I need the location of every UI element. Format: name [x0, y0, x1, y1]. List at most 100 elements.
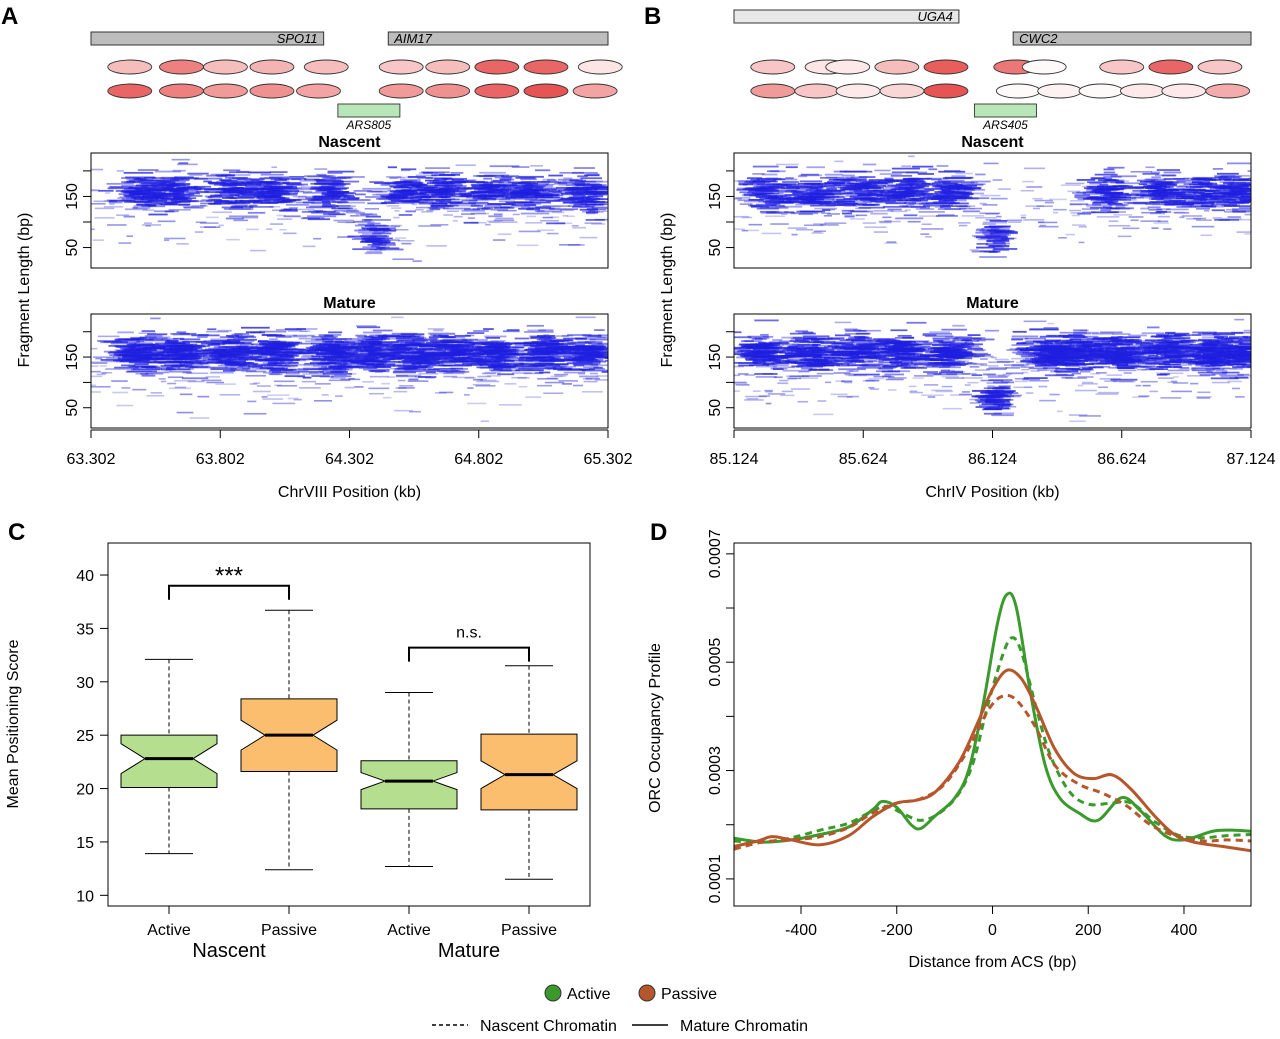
read — [415, 174, 438, 177]
read — [746, 397, 759, 400]
read — [461, 213, 475, 216]
read — [323, 334, 334, 337]
read — [241, 370, 258, 373]
read — [472, 175, 497, 177]
read — [495, 357, 506, 360]
read — [279, 209, 298, 212]
read — [442, 353, 454, 356]
read — [461, 199, 478, 202]
read — [912, 201, 934, 204]
read — [570, 193, 590, 195]
read — [1174, 212, 1190, 214]
read — [846, 396, 853, 398]
read — [1239, 197, 1251, 200]
read — [895, 183, 914, 186]
read — [235, 340, 255, 343]
read — [342, 210, 362, 213]
read — [214, 355, 224, 357]
read — [129, 187, 150, 189]
read — [599, 347, 608, 349]
read — [797, 175, 808, 178]
read — [474, 339, 488, 341]
nucleosome — [296, 83, 341, 99]
read — [174, 176, 194, 179]
read — [438, 180, 469, 183]
read — [1155, 211, 1172, 213]
read — [130, 336, 148, 339]
read — [741, 194, 771, 197]
read — [1139, 191, 1159, 194]
read — [224, 351, 254, 354]
read — [307, 350, 319, 353]
read — [581, 369, 608, 372]
read — [382, 396, 392, 399]
read — [219, 191, 233, 194]
read — [207, 358, 221, 361]
read — [241, 194, 265, 197]
read — [1103, 168, 1115, 171]
read — [1115, 194, 1144, 197]
nucleosome — [1205, 83, 1251, 99]
read — [393, 390, 408, 393]
read — [482, 196, 499, 199]
read — [1033, 207, 1041, 210]
read — [117, 356, 141, 359]
read — [392, 258, 414, 261]
read — [1090, 372, 1100, 375]
read — [402, 190, 428, 192]
read — [123, 348, 138, 351]
read — [486, 354, 506, 357]
read — [366, 350, 376, 353]
read — [171, 189, 189, 192]
read — [369, 392, 385, 395]
read — [428, 180, 441, 183]
read — [559, 171, 585, 174]
read — [571, 225, 579, 227]
read — [210, 195, 222, 197]
read — [279, 347, 297, 350]
read — [542, 216, 553, 219]
read — [860, 199, 875, 202]
read — [1103, 179, 1125, 182]
read — [987, 245, 1003, 248]
nucleosome — [923, 59, 969, 75]
read — [908, 385, 917, 388]
read — [387, 376, 395, 378]
read — [1169, 191, 1186, 194]
read — [1013, 386, 1033, 389]
read — [209, 366, 228, 369]
read — [425, 341, 437, 344]
read — [349, 358, 376, 361]
read — [214, 366, 235, 369]
read — [1090, 177, 1113, 180]
read — [589, 190, 608, 193]
read — [321, 205, 339, 208]
read — [91, 391, 101, 393]
read — [374, 366, 392, 368]
read — [1191, 369, 1212, 372]
read — [318, 356, 343, 359]
read — [269, 205, 281, 208]
read — [120, 347, 138, 350]
read — [518, 385, 528, 388]
read — [572, 226, 586, 229]
read — [115, 351, 131, 354]
read — [449, 352, 465, 355]
read — [121, 181, 142, 184]
read — [448, 195, 470, 198]
read — [375, 363, 387, 366]
read — [91, 189, 100, 192]
read — [182, 205, 200, 208]
read — [964, 349, 986, 351]
read — [129, 179, 144, 182]
read — [256, 385, 271, 387]
gene-box — [90, 31, 325, 46]
read — [1065, 377, 1087, 379]
read — [273, 341, 287, 344]
read — [971, 250, 1001, 253]
read — [574, 355, 590, 358]
read — [522, 185, 546, 187]
read — [858, 203, 880, 206]
read — [855, 199, 878, 202]
read — [536, 335, 555, 337]
